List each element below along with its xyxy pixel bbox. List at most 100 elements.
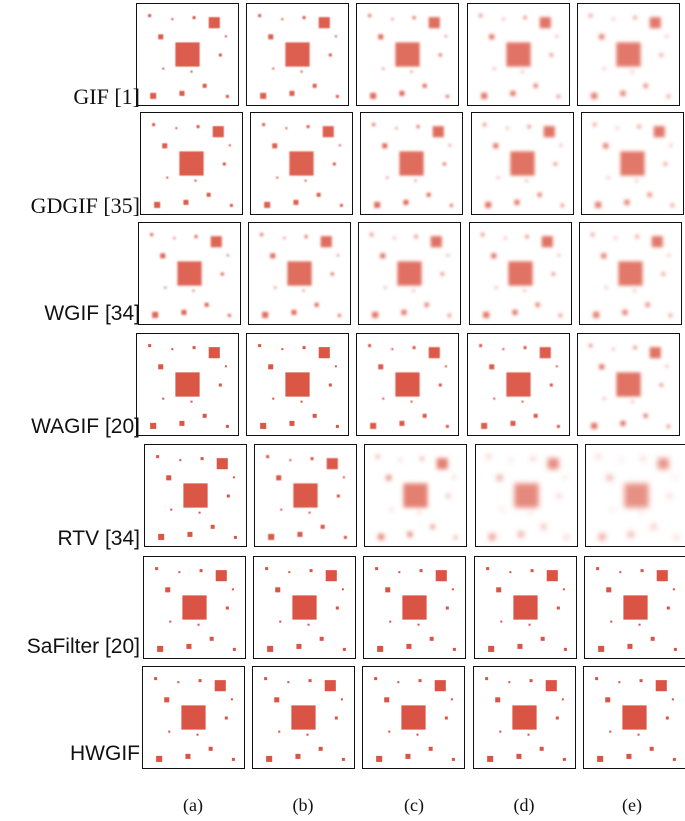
square-12 — [389, 620, 392, 623]
square-1 — [428, 17, 440, 29]
square-9 — [596, 567, 600, 571]
square-12 — [390, 508, 393, 511]
square-9 — [593, 123, 597, 127]
square-0 — [289, 151, 314, 176]
square-9 — [479, 344, 483, 348]
square-9 — [260, 233, 264, 237]
square-7 — [342, 647, 346, 651]
square-13 — [638, 623, 641, 626]
panel-r5-c1 — [253, 556, 356, 659]
square-13 — [410, 400, 413, 403]
panel-r2-c3 — [469, 222, 572, 325]
square-12 — [278, 730, 281, 733]
square-8 — [200, 457, 204, 461]
square-11 — [444, 35, 447, 38]
square-7 — [232, 647, 236, 651]
square-11 — [452, 476, 455, 479]
panel-r3-c3 — [467, 333, 570, 436]
row-label-3: WAGIF [20] — [31, 415, 140, 438]
square-6 — [226, 494, 230, 498]
square-5 — [533, 413, 538, 418]
square-6 — [438, 383, 442, 387]
square-9 — [374, 677, 378, 681]
square-3 — [276, 475, 282, 481]
square-4 — [179, 420, 185, 426]
square-10 — [178, 571, 181, 574]
square-8 — [196, 125, 200, 129]
square-12 — [497, 176, 500, 179]
row-label-0: GIF [1] — [73, 84, 140, 109]
square-6 — [332, 162, 336, 166]
square-12 — [384, 286, 387, 289]
panel-r3-c2 — [356, 333, 459, 436]
square-1 — [428, 347, 440, 359]
square-3 — [601, 253, 607, 259]
square-2 — [158, 533, 165, 540]
square-10 — [177, 681, 180, 684]
square-8 — [640, 569, 644, 573]
square-5 — [422, 83, 427, 88]
square-3 — [378, 34, 384, 40]
square-8 — [302, 16, 306, 20]
panel-r5-c3 — [474, 556, 577, 659]
square-12 — [279, 620, 282, 623]
square-4 — [628, 531, 634, 537]
square-10 — [281, 348, 284, 351]
square-2 — [260, 422, 267, 429]
square-13 — [194, 179, 197, 182]
square-9 — [479, 14, 483, 18]
square-1 — [434, 680, 446, 692]
square-10 — [281, 18, 284, 21]
square-12 — [501, 508, 504, 511]
square-5 — [208, 746, 213, 751]
column-label-c: (c) — [404, 795, 424, 815]
square-5 — [428, 746, 433, 751]
square-8 — [633, 346, 637, 350]
square-2 — [156, 755, 163, 762]
square-7 — [335, 94, 339, 98]
square-9 — [372, 123, 376, 127]
square-0 — [514, 483, 539, 508]
square-5 — [643, 413, 648, 418]
square-3 — [599, 34, 605, 40]
square-8 — [194, 235, 198, 239]
square-11 — [557, 254, 560, 257]
square-1 — [215, 570, 227, 582]
square-1 — [435, 570, 447, 582]
square-5 — [209, 636, 214, 641]
square-2 — [377, 645, 384, 652]
square-6 — [549, 53, 553, 57]
square-10 — [510, 459, 513, 462]
square-11 — [338, 144, 341, 147]
square-5 — [537, 192, 542, 197]
square-1 — [216, 458, 228, 470]
panel-image — [595, 677, 676, 762]
square-5 — [210, 524, 215, 529]
square-1 — [547, 458, 559, 470]
panel-image — [266, 455, 347, 540]
panel-r2-c4 — [579, 222, 682, 325]
square-2 — [598, 645, 605, 652]
panel-r1-c3 — [471, 112, 574, 215]
square-11 — [334, 365, 337, 368]
square-4 — [514, 199, 520, 205]
square-8 — [414, 235, 418, 239]
panel-r2-c1 — [248, 222, 351, 325]
square-0 — [510, 151, 535, 176]
square-13 — [639, 511, 642, 514]
square-12 — [388, 730, 391, 733]
panel-r1-c0 — [140, 112, 243, 215]
square-6 — [336, 494, 340, 498]
square-7 — [225, 94, 229, 98]
square-0 — [181, 705, 206, 730]
square-7 — [674, 535, 678, 539]
square-0 — [399, 151, 424, 176]
square-10 — [399, 459, 402, 462]
square-4 — [622, 309, 628, 315]
square-8 — [530, 569, 534, 573]
square-6 — [444, 716, 448, 720]
square-12 — [276, 176, 279, 179]
square-5 — [430, 524, 435, 529]
square-10 — [612, 18, 615, 21]
square-4 — [406, 643, 412, 649]
